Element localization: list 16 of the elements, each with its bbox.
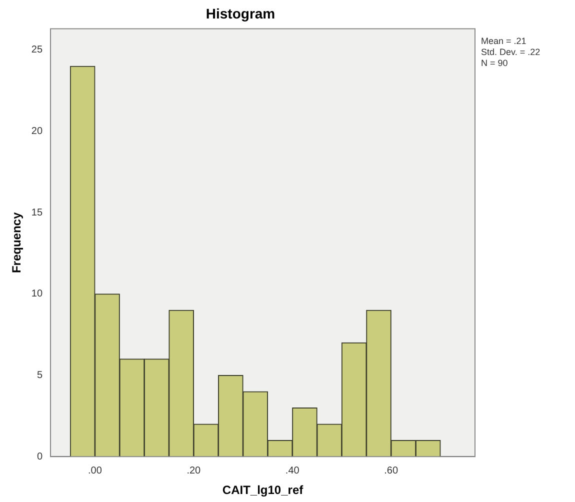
y-tick-label: 0 (36, 451, 43, 462)
x-tick-label: .20 (186, 465, 202, 476)
y-tick-label: 25 (31, 44, 43, 56)
y-axis-title: Frequency (10, 212, 24, 274)
text: Std. Dev. = .22 (481, 46, 540, 57)
text: N = 90 (481, 58, 508, 68)
text: Mean = .21 (481, 36, 526, 46)
chart-title: Histogram (206, 5, 276, 22)
y-tick-label: 15 (31, 207, 43, 218)
x-tick-label: .60 (384, 465, 398, 476)
x-axis-title: CAIT_lg10_ref (222, 483, 304, 498)
x-tick-label: .40 (285, 465, 300, 476)
y-tick-label: 20 (31, 126, 43, 138)
y-tick-label: 10 (31, 288, 43, 300)
y-tick-label: 5 (36, 370, 43, 382)
x-tick-label: .00 (88, 465, 102, 476)
